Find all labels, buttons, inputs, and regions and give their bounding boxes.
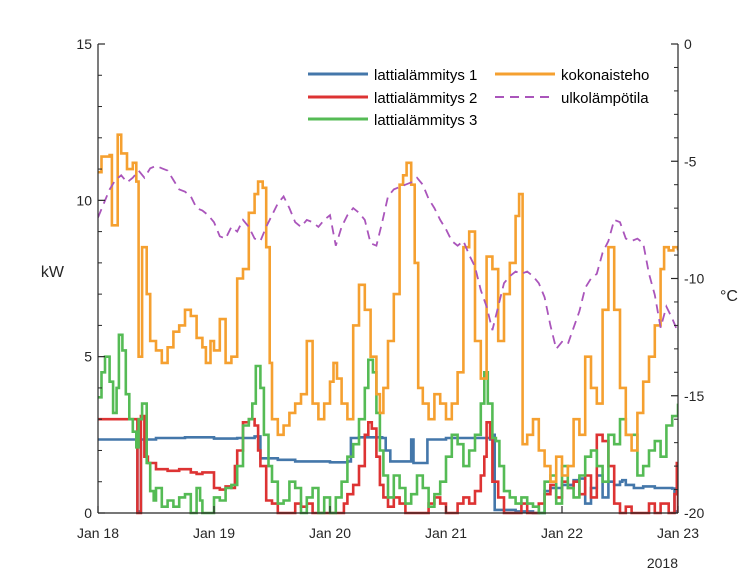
- legend-label-lattialammitys-3: lattialämmitys 3: [374, 112, 477, 129]
- legend-label-kokonaisteho: kokonaisteho: [561, 67, 649, 84]
- left-tick-label: 5: [84, 349, 92, 365]
- left-tick-label: 15: [76, 36, 92, 52]
- series-line-5: [98, 164, 678, 351]
- series-line-4: [98, 133, 678, 483]
- legend-label-lattialammitys-1: lattialämmitys 1: [374, 67, 477, 84]
- x-axis-ticks: Jan 18 Jan 19 Jan 20 Jan 21 Jan 22 Jan 23: [77, 506, 699, 541]
- x-tick-label: Jan 23: [657, 525, 699, 541]
- legend-label-lattialammitys-2: lattialämmitys 2: [374, 90, 477, 107]
- right-tick-label: -10: [684, 271, 704, 287]
- left-tick-label: 0: [84, 505, 92, 521]
- right-tick-label: -15: [684, 388, 704, 404]
- left-tick-label: 10: [76, 192, 92, 208]
- x-tick-label: Jan 22: [541, 525, 583, 541]
- left-axis-label: kW: [41, 264, 65, 281]
- year-label: 2018: [647, 555, 678, 571]
- legend-label-ulkolampotila: ulkolämpötila: [561, 90, 649, 107]
- x-tick-label: Jan 20: [309, 525, 351, 541]
- series-layer: [98, 133, 678, 515]
- x-tick-label: Jan 19: [193, 525, 235, 541]
- legend: lattialämmitys 1 lattialämmitys 2 lattia…: [308, 67, 649, 129]
- right-tick-label: -20: [684, 505, 704, 521]
- right-axis-label: °C: [720, 288, 738, 305]
- x-tick-label: Jan 18: [77, 525, 119, 541]
- right-axis-ticks: 0 -5 -10 -15 -20: [671, 36, 704, 521]
- left-axis-ticks: 0 5 10 15: [76, 36, 105, 521]
- right-tick-label: -5: [684, 153, 697, 169]
- right-tick-label: 0: [684, 36, 692, 52]
- x-tick-label: Jan 21: [425, 525, 467, 541]
